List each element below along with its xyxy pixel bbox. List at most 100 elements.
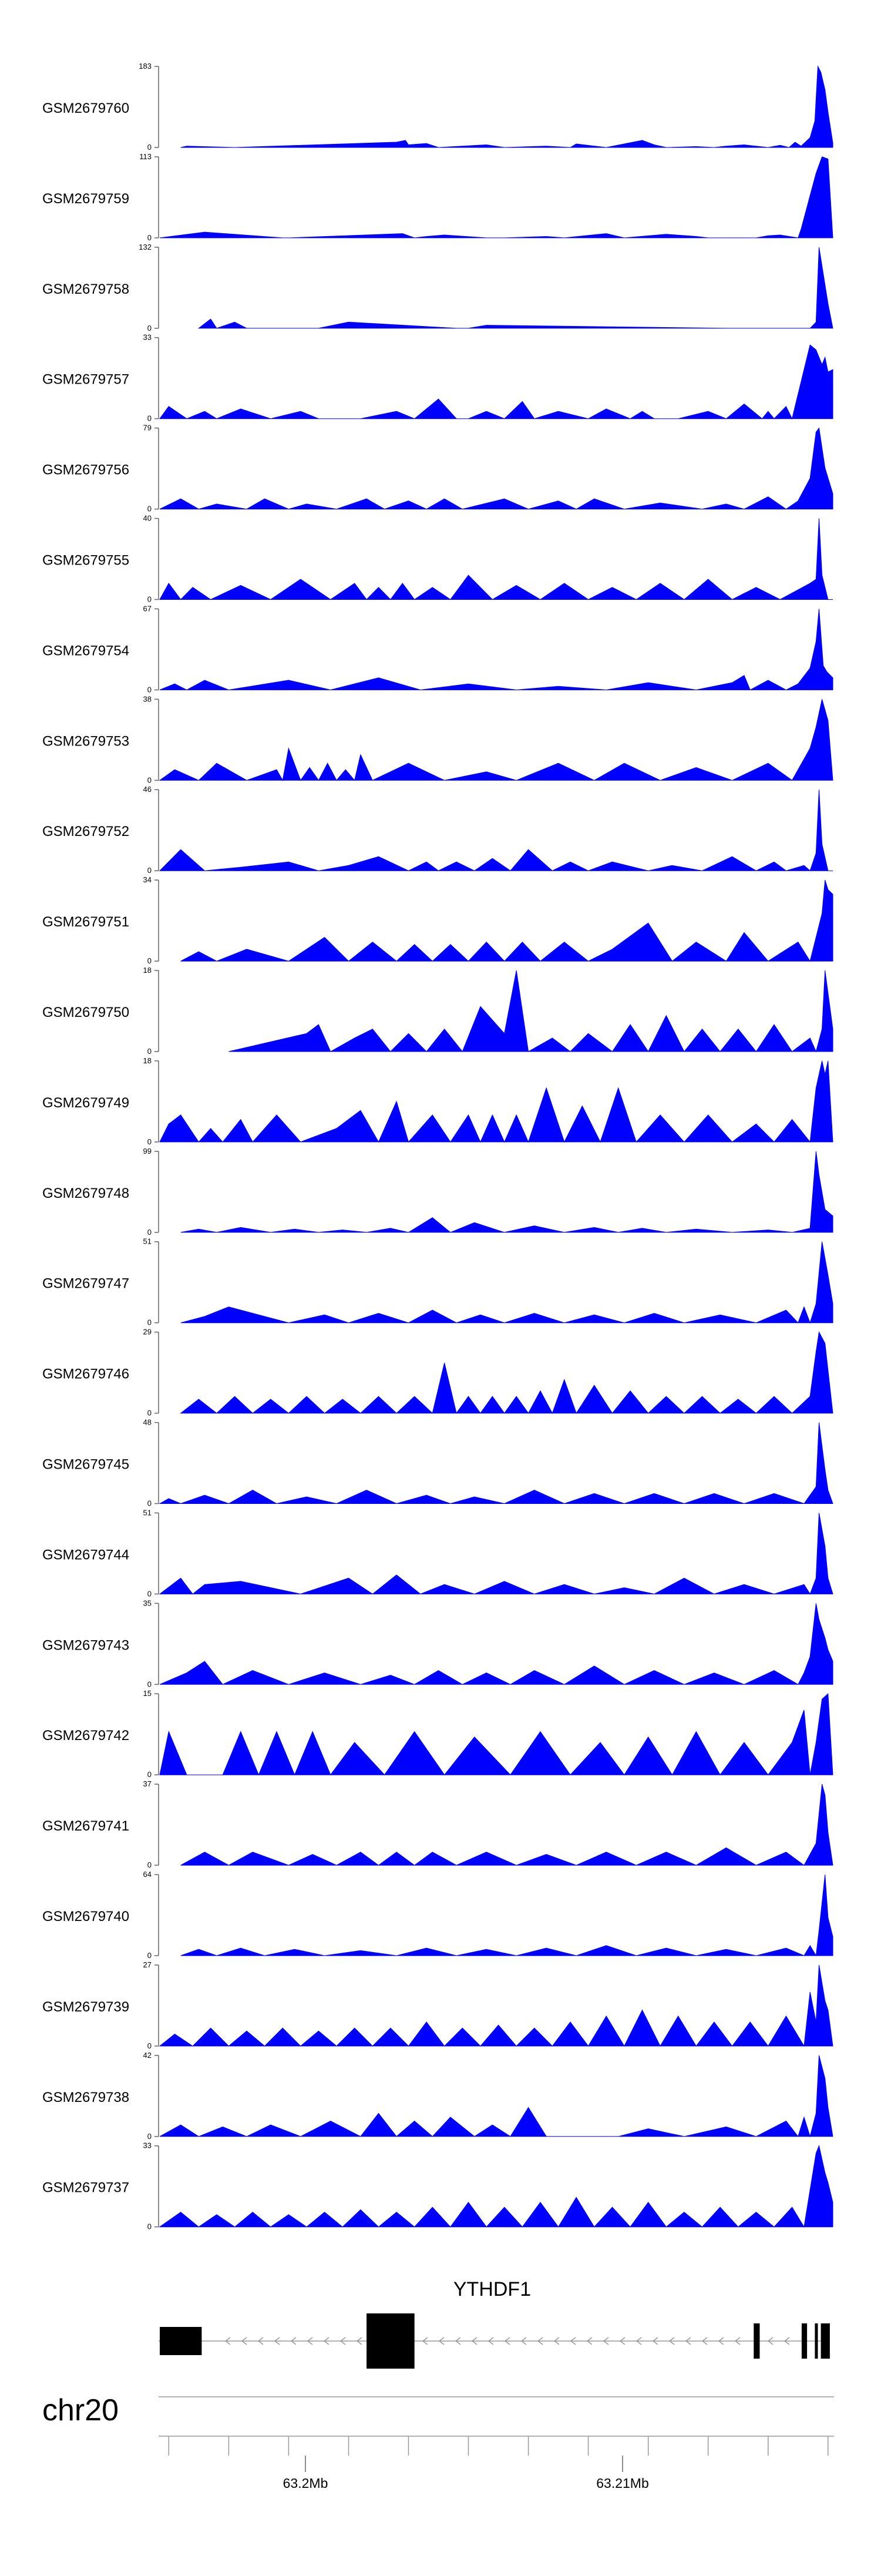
track-GSM2679738: GSM2679738 42 0 <box>42 2051 833 2141</box>
y-max-label: 27 <box>143 1960 152 1969</box>
y-zero-label: 0 <box>147 956 152 965</box>
strand-arrow <box>701 2337 708 2345</box>
coverage-area <box>159 1060 833 1143</box>
strand-arrow <box>323 2337 329 2345</box>
track-GSM2679758: GSM2679758 132 0 <box>42 243 833 333</box>
strand-arrow <box>718 2337 724 2345</box>
strand-arrow <box>422 2337 428 2345</box>
coverage-area <box>159 1603 833 1685</box>
coverage-area <box>159 609 833 691</box>
strand-arrow <box>339 2337 346 2345</box>
tick-layer: 63.2Mb 63.21Mb <box>168 2436 829 2491</box>
sample-label: GSM2679754 <box>42 643 129 659</box>
sample-label: GSM2679746 <box>42 1366 129 1382</box>
exon <box>815 2323 818 2359</box>
y-max-label: 48 <box>143 1418 152 1427</box>
strand-arrow <box>537 2337 543 2345</box>
y-zero-label: 0 <box>147 1589 152 1598</box>
strand-arrow <box>553 2337 560 2345</box>
y-max-label: 37 <box>143 1779 152 1788</box>
sample-label: GSM2679748 <box>42 1185 129 1201</box>
track-GSM2679745: GSM2679745 48 0 <box>42 1418 833 1508</box>
axis-tick-label: 63.21Mb <box>596 2476 649 2491</box>
y-max-label: 29 <box>143 1328 152 1336</box>
axis-tick-label: 63.2Mb <box>283 2476 328 2491</box>
strand-arrow <box>487 2337 494 2345</box>
sample-label: GSM2679740 <box>42 1909 129 1925</box>
strand-arrow <box>586 2337 593 2345</box>
coverage-area <box>159 1422 833 1504</box>
strand-arrow <box>257 2337 264 2345</box>
y-zero-label: 0 <box>147 1047 152 1056</box>
y-max-label: 18 <box>143 1056 152 1065</box>
coverage-area <box>159 2145 833 2228</box>
sample-label: GSM2679747 <box>42 1276 129 1292</box>
y-zero-label: 0 <box>147 1770 152 1779</box>
coverage-area <box>180 1241 833 1324</box>
coverage-area <box>180 879 833 962</box>
track-GSM2679744: GSM2679744 51 0 <box>42 1508 833 1598</box>
strand-arrow <box>455 2337 461 2345</box>
track-GSM2679753: GSM2679753 38 0 <box>42 694 833 784</box>
exon <box>821 2323 830 2359</box>
track-GSM2679743: GSM2679743 35 0 <box>42 1598 833 1688</box>
track-GSM2679737: GSM2679737 33 0 <box>42 2141 833 2231</box>
track-GSM2679749: GSM2679749 18 0 <box>42 1056 833 1146</box>
y-zero-label: 0 <box>147 1137 152 1146</box>
strand-arrow <box>734 2337 741 2345</box>
sample-label: GSM2679750 <box>42 1005 129 1020</box>
exon <box>366 2313 415 2369</box>
coverage-area <box>180 1331 833 1414</box>
y-max-label: 35 <box>143 1598 152 1607</box>
track-GSM2679756: GSM2679756 79 0 <box>42 424 833 513</box>
y-zero-label: 0 <box>147 1409 152 1418</box>
sample-label: GSM2679759 <box>42 191 129 207</box>
y-zero-label: 0 <box>147 775 152 784</box>
y-max-label: 33 <box>143 333 152 342</box>
sample-label: GSM2679756 <box>42 462 129 478</box>
track-GSM2679759: GSM2679759 113 0 <box>42 152 833 242</box>
strand-arrow <box>241 2337 247 2345</box>
track-GSM2679741: GSM2679741 37 0 <box>42 1779 833 1869</box>
y-zero-label: 0 <box>147 2132 152 2141</box>
track-GSM2679747: GSM2679747 51 0 <box>42 1237 833 1327</box>
sample-label: GSM2679755 <box>42 553 129 569</box>
sample-label: GSM2679749 <box>42 1095 129 1111</box>
coverage-area <box>180 1874 833 1957</box>
coverage-area <box>159 1964 833 2047</box>
strand-arrow <box>504 2337 510 2345</box>
coverage-area <box>159 2055 833 2138</box>
sample-label: GSM2679741 <box>42 1818 129 1834</box>
y-max-label: 18 <box>143 966 152 975</box>
strand-arrow <box>520 2337 527 2345</box>
y-max-label: 51 <box>143 1237 152 1246</box>
coverage-area <box>159 344 833 420</box>
y-zero-label: 0 <box>147 1499 152 1508</box>
y-max-label: 79 <box>143 424 152 432</box>
exon <box>754 2323 760 2359</box>
strand-arrow <box>767 2337 774 2345</box>
y-max-label: 15 <box>143 1689 152 1698</box>
y-zero-label: 0 <box>147 1951 152 1960</box>
strand-arrow <box>356 2337 362 2345</box>
sample-label: GSM2679752 <box>42 824 129 839</box>
y-max-label: 38 <box>143 694 152 703</box>
strand-arrow <box>438 2337 445 2345</box>
y-max-label: 34 <box>143 875 152 884</box>
strand-arrow <box>668 2337 675 2345</box>
sample-label: GSM2679739 <box>42 1999 129 2015</box>
track-GSM2679760: GSM2679760 183 0 <box>42 62 833 152</box>
track-GSM2679755: GSM2679755 40 0 <box>42 514 833 604</box>
y-zero-label: 0 <box>147 595 152 604</box>
track-GSM2679754: GSM2679754 67 0 <box>42 604 833 694</box>
strand-arrow <box>471 2337 478 2345</box>
sample-label: GSM2679745 <box>42 1457 129 1473</box>
coverage-area <box>180 1151 833 1233</box>
exon-layer <box>160 2313 830 2369</box>
y-zero-label: 0 <box>147 1860 152 1869</box>
coverage-area <box>197 247 833 329</box>
y-zero-label: 0 <box>147 414 152 423</box>
exon <box>160 2327 202 2355</box>
track-GSM2679750: GSM2679750 18 0 <box>42 966 833 1056</box>
strand-arrow <box>570 2337 576 2345</box>
